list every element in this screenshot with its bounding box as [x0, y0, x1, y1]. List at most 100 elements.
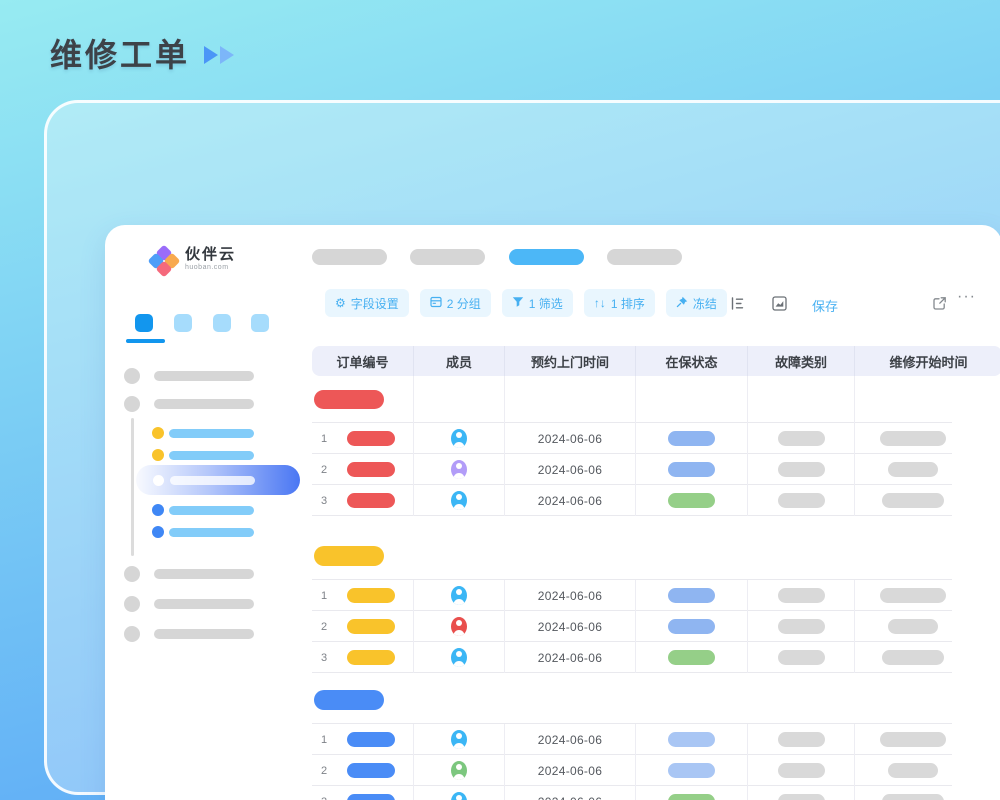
- chart-view-icon[interactable]: [772, 296, 787, 311]
- outline-view-icon[interactable]: [730, 296, 745, 311]
- avatar-person-icon: [453, 442, 465, 448]
- appointment-date: 2024-06-06: [537, 763, 603, 778]
- sidebar-view-tabs: [126, 314, 275, 344]
- sidebar-tab-1-active[interactable]: [135, 314, 153, 332]
- item-label-skeleton: [154, 629, 254, 639]
- group-label-pill[interactable]: [314, 390, 384, 409]
- order-id-pill: [347, 462, 395, 477]
- item-label-skeleton: [169, 527, 254, 537]
- pin-icon: [676, 296, 688, 311]
- repair-start-pill: [879, 732, 946, 747]
- row-number: 3: [321, 494, 328, 507]
- top-tab-pill[interactable]: [607, 249, 682, 265]
- avatar-person-icon: [456, 494, 462, 500]
- active-tab-underline: [126, 339, 165, 343]
- table-row[interactable]: 3 2024-06-06: [312, 786, 1000, 800]
- avatar-person-icon: [456, 651, 462, 657]
- sidebar-tab-2[interactable]: [174, 314, 192, 332]
- item-dot-icon: [152, 449, 164, 461]
- brand-name: 伙伴云: [185, 246, 237, 263]
- order-id-pill: [347, 493, 395, 508]
- table-row[interactable]: 1 2024-06-06: [312, 724, 1000, 755]
- member-avatar: [451, 792, 467, 800]
- row-number: 1: [321, 589, 328, 602]
- column-header-2[interactable]: 成员: [413, 346, 504, 376]
- filter-button[interactable]: 1 筛选: [501, 289, 573, 317]
- warranty-status-pill: [668, 794, 715, 800]
- sidebar-tab-3[interactable]: [213, 314, 231, 332]
- fault-category-pill: [777, 619, 825, 634]
- sidebar-item-selected[interactable]: [136, 465, 300, 495]
- arrow-right-icon: [220, 46, 235, 64]
- order-id-pill: [347, 588, 395, 603]
- item-dot-icon: [152, 504, 164, 516]
- save-button[interactable]: 保存: [812, 296, 838, 315]
- filter-icon: [512, 296, 524, 311]
- tree-indent-line: [131, 418, 134, 556]
- warranty-status-pill: [668, 462, 715, 477]
- group-yellow: 1 2024-06-06 2 2024-06-06 3 2024-06-06: [312, 546, 1000, 673]
- table-row[interactable]: 1 2024-06-06: [312, 580, 1000, 611]
- fault-category-pill: [777, 462, 825, 477]
- group-by-button[interactable]: 2 分组: [419, 289, 491, 317]
- top-tab-pill[interactable]: [410, 249, 485, 265]
- arrow-right-icon: [204, 46, 219, 64]
- column-header-3[interactable]: 预约上门时间: [504, 346, 635, 376]
- freeze-button[interactable]: 冻结: [665, 289, 727, 317]
- share-icon[interactable]: [932, 296, 947, 311]
- table-body: 1 2024-06-06 2 2024-06-06 3 2024-06-06 1 2024-0…: [312, 376, 1000, 800]
- fault-category-pill: [777, 493, 825, 508]
- brand: 伙伴云 huoban.com: [147, 244, 237, 278]
- item-dot-icon: [124, 368, 140, 384]
- repair-start-pill: [881, 794, 944, 800]
- more-button[interactable]: ···: [957, 288, 976, 305]
- item-dot-icon: [124, 566, 140, 582]
- appointment-date: 2024-06-06: [537, 650, 603, 665]
- item-label-skeleton: [169, 428, 254, 438]
- item-label-skeleton: [154, 399, 254, 409]
- item-dot-icon: [124, 596, 140, 612]
- member-avatar: [451, 648, 467, 667]
- repair-start-pill: [887, 619, 938, 634]
- row-number: 3: [321, 651, 328, 664]
- avatar-person-icon: [453, 630, 465, 636]
- fault-category-pill: [777, 763, 825, 778]
- repair-start-pill: [879, 588, 946, 603]
- member-avatar: [451, 460, 467, 479]
- appointment-date: 2024-06-06: [537, 588, 603, 603]
- appointment-date: 2024-06-06: [538, 795, 602, 800]
- table-row[interactable]: 2 2024-06-06: [312, 755, 1000, 786]
- item-label-skeleton: [170, 475, 255, 485]
- row-number: 2: [321, 463, 328, 476]
- table-row[interactable]: 3 2024-06-06: [312, 485, 1000, 516]
- item-dot-icon: [124, 626, 140, 642]
- table-row[interactable]: 3 2024-06-06: [312, 642, 1000, 673]
- column-header-5[interactable]: 故障类别: [747, 346, 854, 376]
- sort-button[interactable]: ↑↓ 1 排序: [583, 289, 655, 317]
- avatar-person-icon: [456, 589, 462, 595]
- order-id-pill: [347, 794, 395, 800]
- warranty-status-pill: [668, 431, 715, 446]
- column-header-4[interactable]: 在保状态: [635, 346, 747, 376]
- table-row[interactable]: 1 2024-06-06: [312, 423, 1000, 454]
- table-row[interactable]: 2 2024-06-06: [312, 454, 1000, 485]
- warranty-status-pill: [668, 493, 715, 508]
- column-header-1[interactable]: 订单编号: [336, 354, 389, 370]
- sidebar-tab-4[interactable]: [251, 314, 269, 332]
- top-tab-pill[interactable]: [312, 249, 387, 265]
- column-header-6[interactable]: 维修开始时间: [854, 346, 1000, 376]
- avatar-person-icon: [456, 764, 462, 770]
- app-card: 伙伴云 huoban.com: [105, 225, 1000, 800]
- item-dot-icon: [124, 396, 140, 412]
- avatar-person-icon: [453, 743, 465, 749]
- top-tab-pill-active[interactable]: [509, 249, 584, 265]
- group-label-pill[interactable]: [314, 546, 384, 566]
- group-label-pill[interactable]: [314, 690, 384, 710]
- appointment-date: 2024-06-06: [537, 462, 603, 477]
- table-row[interactable]: 2 2024-06-06: [312, 611, 1000, 642]
- avatar-person-icon: [453, 473, 465, 479]
- field-settings-button[interactable]: ⚙ 字段设置: [325, 289, 409, 317]
- double-arrow-icon: [204, 46, 235, 64]
- warranty-status-pill: [668, 732, 715, 747]
- warranty-status-pill: [668, 763, 715, 778]
